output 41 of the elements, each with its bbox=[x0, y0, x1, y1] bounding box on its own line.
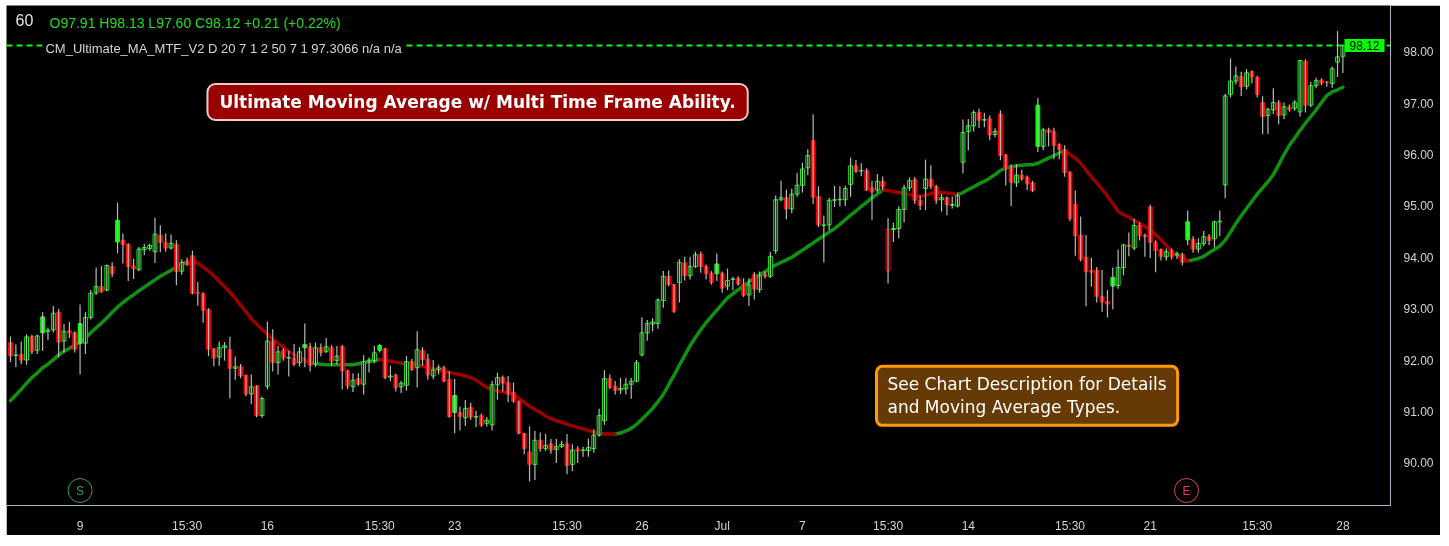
chart-title: 60 bbox=[15, 11, 34, 29]
text: O97.91 H98.13 L97.60 C98.12 +0.21 (+0.22%) bbox=[49, 15, 341, 31]
x-tick-label: 21 bbox=[1143, 518, 1158, 533]
y-tick-label: 91.00 bbox=[1403, 404, 1434, 419]
y-tick-label: 96.00 bbox=[1403, 148, 1434, 163]
y-tick-label: 98.00 bbox=[1403, 45, 1434, 60]
x-tick-label: 23 bbox=[447, 518, 462, 533]
y-tick-label: 90.00 bbox=[1403, 456, 1434, 471]
candlestick bbox=[355, 373, 361, 386]
annotation: See Chart Description for Details and Moving Average Types. bbox=[887, 374, 1167, 418]
candlestick bbox=[575, 446, 581, 463]
candlestick bbox=[858, 163, 864, 177]
y-tick-label: 97.00 bbox=[1403, 96, 1434, 111]
x-tick-label: 15:30 bbox=[873, 518, 904, 533]
ref-line-label: 98.12 bbox=[1349, 39, 1380, 54]
x-tick-label: 14 bbox=[961, 518, 976, 533]
y-tick-label: 92.00 bbox=[1403, 353, 1434, 368]
y-tick-label: 93.00 bbox=[1403, 302, 1434, 317]
x-tick-label: 15:30 bbox=[1054, 518, 1086, 533]
x-tick-label: 15:30 bbox=[172, 518, 203, 533]
annotation: S bbox=[76, 483, 85, 498]
candlestick bbox=[725, 268, 730, 291]
x-tick-label: 16 bbox=[260, 518, 275, 533]
x-tick-label: 9 bbox=[76, 518, 84, 533]
x-tick-label: 28 bbox=[1336, 518, 1350, 533]
annotation: Ultimate Moving Average w/ Multi Time Frame Ability. bbox=[219, 92, 736, 112]
x-tick-label: 15:30 bbox=[551, 518, 583, 533]
y-tick-label: 94.00 bbox=[1403, 250, 1434, 265]
annotation: CM_Ultimate_MA_MTF_V2 D 20 7 1 2 50 7 1 97.3066 n/a n/a bbox=[45, 41, 403, 56]
candlestick bbox=[232, 356, 238, 380]
candlestick bbox=[286, 350, 292, 377]
candlestick bbox=[1126, 232, 1132, 257]
x-tick-label: Jul bbox=[714, 518, 730, 533]
x-tick-label: 7 bbox=[799, 518, 807, 533]
candlestick bbox=[248, 374, 254, 405]
annotation: E bbox=[1182, 483, 1191, 498]
candlestick bbox=[377, 344, 383, 353]
x-tick-label: 15:30 bbox=[1242, 518, 1273, 533]
x-tick-label: 26 bbox=[635, 518, 649, 533]
x-tick-label: 15:30 bbox=[364, 518, 396, 533]
y-tick-label: 95.00 bbox=[1403, 199, 1434, 214]
